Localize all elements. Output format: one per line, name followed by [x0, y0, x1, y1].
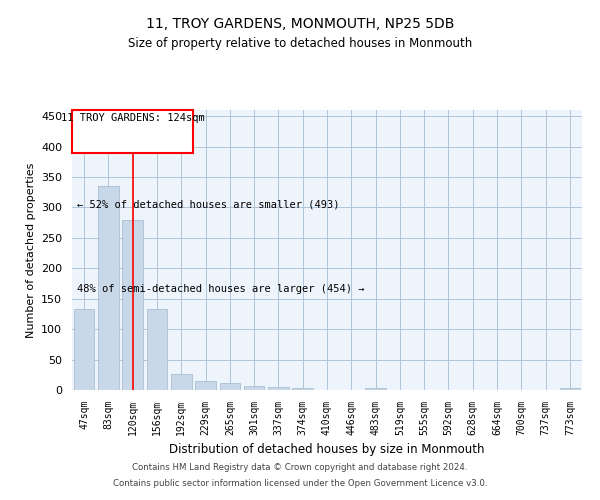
Y-axis label: Number of detached properties: Number of detached properties [26, 162, 35, 338]
Bar [98, 186, 119, 390]
Text: 11, TROY GARDENS, MONMOUTH, NP25 5DB: 11, TROY GARDENS, MONMOUTH, NP25 5DB [146, 18, 454, 32]
Text: 48% of semi-detached houses are larger (454) →: 48% of semi-detached houses are larger (… [77, 284, 365, 294]
Bar [220, 384, 240, 390]
X-axis label: Distribution of detached houses by size in Monmouth: Distribution of detached houses by size … [169, 444, 485, 456]
Text: Contains HM Land Registry data © Crown copyright and database right 2024.: Contains HM Land Registry data © Crown c… [132, 464, 468, 472]
Bar [268, 387, 289, 390]
Bar [122, 220, 143, 390]
Bar [146, 309, 167, 390]
Bar [365, 388, 386, 390]
Bar [171, 374, 191, 390]
Bar [195, 381, 216, 390]
Bar [244, 386, 265, 390]
Text: Contains public sector information licensed under the Open Government Licence v3: Contains public sector information licen… [113, 478, 487, 488]
Bar [74, 309, 94, 390]
Text: 11 TROY GARDENS: 124sqm: 11 TROY GARDENS: 124sqm [61, 113, 205, 123]
Bar [560, 388, 580, 390]
Bar [292, 388, 313, 390]
Text: ← 52% of detached houses are smaller (493): ← 52% of detached houses are smaller (49… [77, 200, 340, 209]
Text: Size of property relative to detached houses in Monmouth: Size of property relative to detached ho… [128, 38, 472, 51]
FancyBboxPatch shape [72, 110, 193, 152]
